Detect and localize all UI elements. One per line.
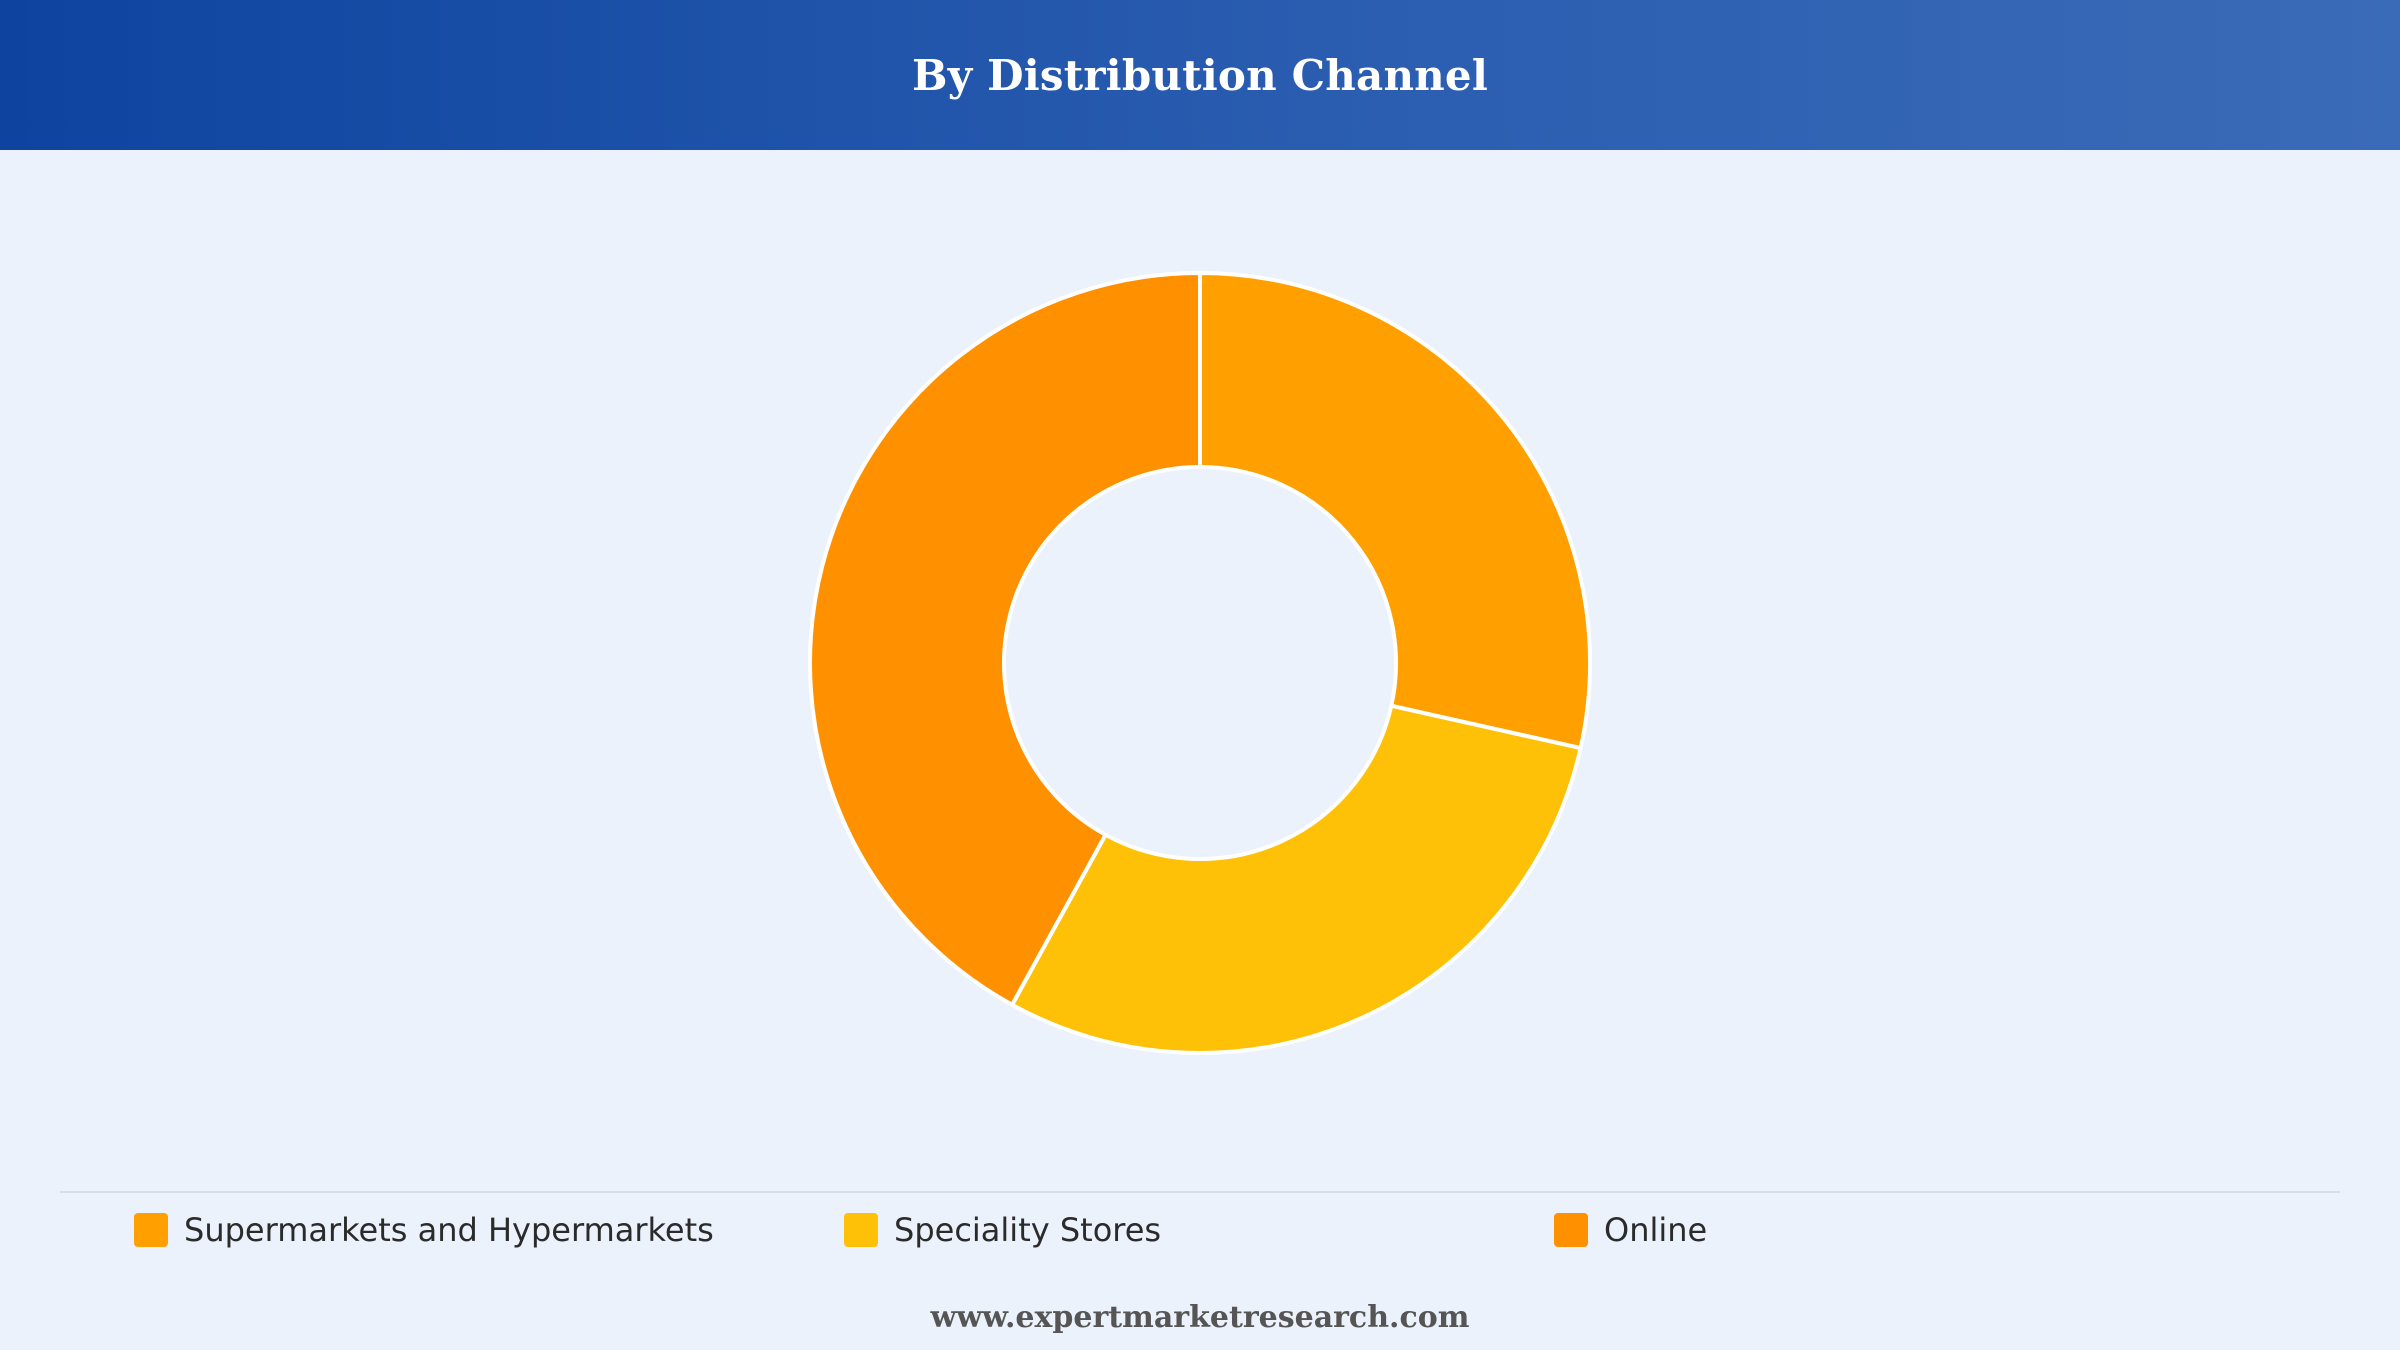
legend-swatch-online [1554,1213,1588,1247]
donut-chart [808,271,1592,1055]
legend-item-speciality-stores[interactable]: Speciality Stores [844,1208,1161,1252]
donut-slice-speciality-stores[interactable] [1010,703,1583,1055]
donut-slice-online[interactable] [808,271,1202,1007]
header-banner: By Distribution Channel [0,0,2400,150]
legend-label-online: Online [1604,1211,1708,1249]
donut-slice-supermarkets[interactable] [1198,271,1592,751]
chart-title: By Distribution Channel [912,50,1488,100]
legend-item-online[interactable]: Online [1554,1208,1707,1252]
chart-area [0,150,2400,1190]
legend-item-supermarkets[interactable]: Supermarkets and Hypermarkets [134,1208,714,1252]
legend-swatch-speciality-stores [844,1213,878,1247]
legend-swatch-supermarkets [134,1213,168,1247]
legend: Supermarkets and Hypermarkets Speciality… [0,1208,2400,1256]
legend-divider [60,1191,2340,1193]
source-footer[interactable]: www.expertmarketresearch.com [930,1300,1470,1335]
legend-label-speciality-stores: Speciality Stores [894,1211,1162,1249]
legend-label-supermarkets: Supermarkets and Hypermarkets [184,1211,714,1249]
